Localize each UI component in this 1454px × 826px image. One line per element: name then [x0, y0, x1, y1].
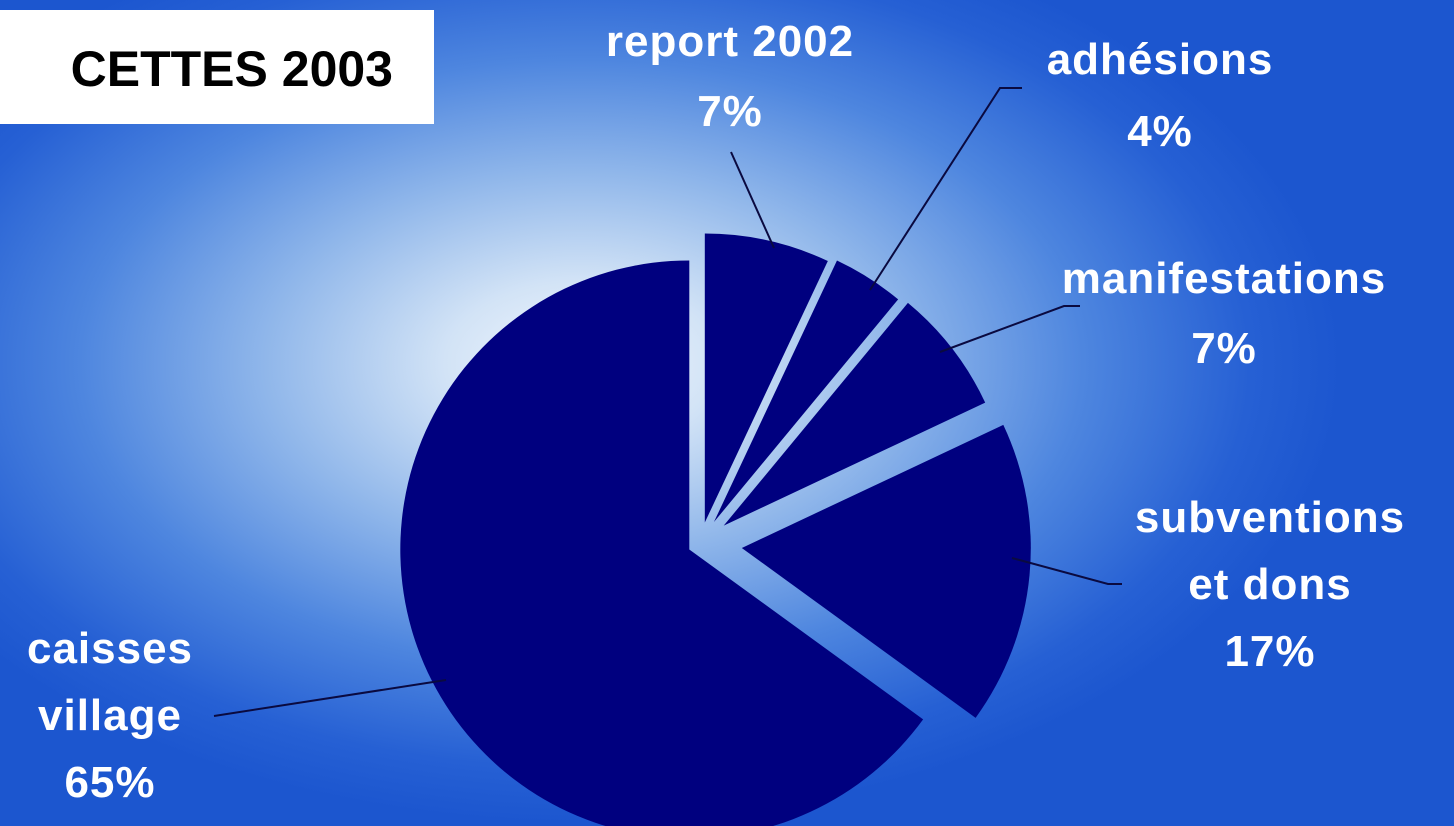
slice-category-label: et dons	[1188, 560, 1351, 609]
slice-value-label: 4%	[1127, 107, 1193, 156]
slice-category-label: manifestations	[1062, 254, 1387, 303]
leader-line-5	[213, 679, 447, 717]
pie-slice-subventions-et-dons	[741, 424, 1031, 718]
leader-line-4	[1011, 557, 1122, 585]
slice-category-label: subventions	[1135, 493, 1405, 542]
pie-slice-report-2002	[704, 233, 828, 523]
slice-category-label: caisses	[27, 624, 193, 673]
pie-slice-adhésions	[713, 260, 899, 523]
slice-value-label: 7%	[1191, 324, 1257, 373]
slice-category-label: report 2002	[606, 17, 854, 66]
leader-line-1	[730, 151, 775, 249]
leader-line-2	[869, 87, 1022, 291]
leader-line-3	[939, 305, 1080, 353]
chart-title-box: CETTES 2003	[0, 10, 434, 124]
pie-slice-manifestations	[723, 302, 986, 526]
slice-category-label: adhésions	[1047, 35, 1274, 84]
pie-slice-caisses-village	[400, 260, 924, 826]
slice-value-label: 7%	[697, 87, 763, 136]
slice-category-label: village	[38, 691, 182, 740]
slice-value-label: 65%	[64, 758, 155, 807]
chart-title: CETTES 2003	[70, 41, 393, 97]
slice-value-label: 17%	[1224, 627, 1315, 676]
